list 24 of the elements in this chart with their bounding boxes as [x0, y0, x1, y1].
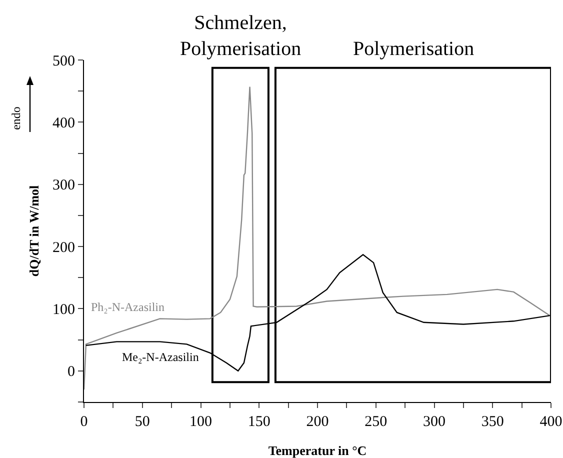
band-label: Polymerisation	[353, 38, 474, 60]
x-tick-label: 350	[481, 414, 504, 430]
x-tick-label: 200	[306, 414, 329, 430]
y-tick-label: 300	[52, 178, 75, 194]
series-label: Ph₂-N-Azasilin	[91, 300, 165, 314]
text: endo	[8, 106, 23, 130]
y-tick-label: 400	[52, 115, 75, 132]
y-tick-label: 500	[52, 53, 75, 70]
series-label: Me₂-N-Azasilin	[122, 350, 199, 364]
x-tick-label: 100	[190, 414, 212, 430]
x-tick-label: 0	[80, 414, 88, 430]
x-tick-label: 300	[423, 414, 446, 430]
x-axis-title: Temperatur in °C	[268, 443, 367, 458]
line-series	[84, 86, 550, 390]
x-tick-label: 400	[540, 414, 562, 430]
line-series	[85, 254, 550, 372]
x-tick-label: 250	[364, 414, 388, 430]
y-tick-label: 0	[68, 364, 75, 380]
y-axis-title: dQ/dT in W/mol	[26, 184, 42, 277]
band-label: Schmelzen, Polymerisation	[180, 12, 302, 60]
y-tick-label: 100	[52, 302, 75, 318]
x-tick-label: 150	[248, 414, 270, 430]
y-tick-label: 200	[52, 240, 75, 256]
x-tick-label: 50	[134, 414, 150, 430]
